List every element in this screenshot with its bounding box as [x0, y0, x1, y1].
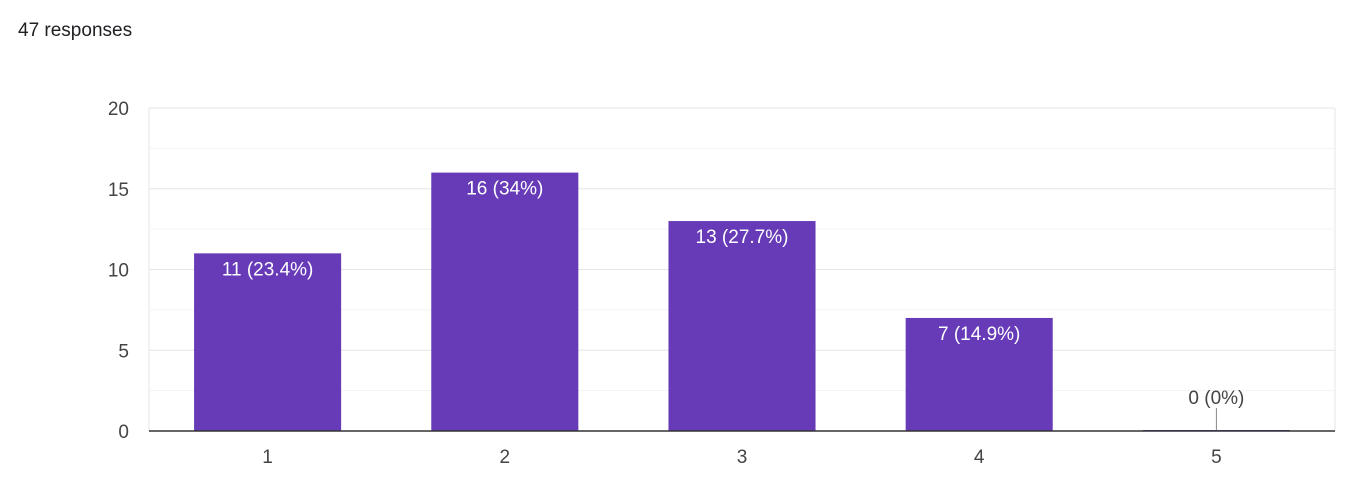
y-axis-ticks: 0 5 10 15 20	[108, 99, 129, 443]
x-tick-label: 5	[1211, 447, 1222, 468]
data-labels: 11 (23.4%) 16 (34%) 13 (27.7%) 7 (14.9%) 0 (…	[222, 179, 1244, 431]
bar	[668, 221, 816, 431]
bar-data-label: 13 (27.7%)	[696, 227, 789, 248]
y-tick-label: 5	[118, 341, 129, 362]
bar	[194, 253, 342, 431]
x-tick-label: 1	[262, 447, 273, 468]
bar-data-label: 7 (14.9%)	[938, 324, 1020, 345]
responses-count: 47 responses	[18, 20, 133, 41]
y-tick-label: 15	[108, 180, 129, 201]
x-axis-ticks: 1 2 3 4 5	[262, 447, 1221, 468]
bar-data-label: 0 (0%)	[1188, 388, 1244, 409]
x-tick-label: 4	[974, 447, 985, 468]
y-tick-label: 20	[108, 99, 129, 120]
x-tick-label: 2	[500, 447, 511, 468]
bars	[194, 172, 1290, 431]
bar	[905, 317, 1053, 431]
x-tick-label: 3	[737, 447, 748, 468]
bar	[431, 172, 579, 431]
y-tick-label: 0	[118, 422, 129, 443]
bar-data-label: 11 (23.4%)	[222, 259, 314, 280]
y-tick-label: 10	[108, 261, 129, 282]
bar-data-label: 16 (34%)	[466, 179, 543, 200]
